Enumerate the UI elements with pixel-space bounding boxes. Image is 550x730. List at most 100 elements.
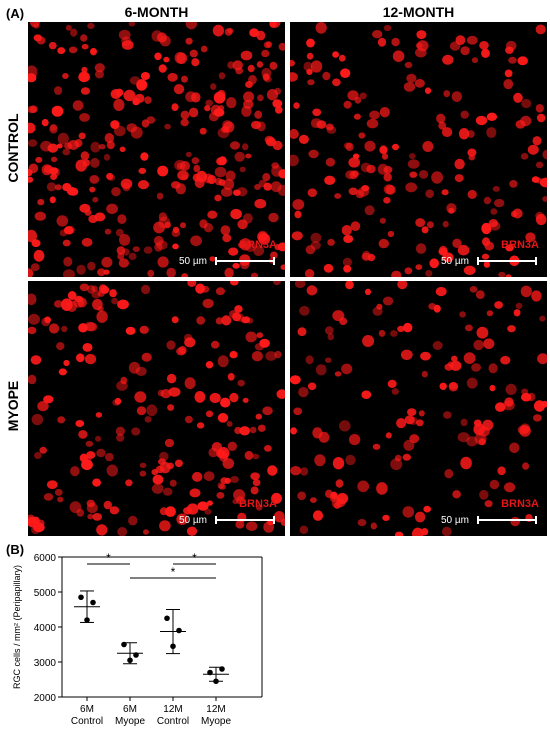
cell-nucleus [243,91,255,103]
cell-nucleus [489,384,496,392]
cell-nucleus [106,172,114,180]
cell-nucleus [211,340,220,349]
cell-nucleus [272,281,281,286]
cell-nucleus [76,264,86,275]
cell-nucleus [143,246,153,254]
significance-star: * [106,551,111,565]
cell-nucleus [481,48,490,58]
cell-nucleus [400,349,413,360]
cell-nucleus [307,188,317,197]
cell-nucleus [43,493,54,501]
cell-nucleus [276,389,285,399]
row-header-control: CONTROL [5,113,21,183]
cell-nucleus [185,151,192,158]
cell-nucleus [28,139,38,147]
cell-nucleus [500,355,511,365]
y-tick-label: 5000 [34,588,57,599]
cell-nucleus [449,41,461,51]
cell-nucleus [171,181,181,189]
cell-nucleus [28,516,38,528]
cell-nucleus [520,115,532,127]
cell-nucleus [322,71,331,81]
stain-label: BRN3A [239,239,277,251]
cell-nucleus [234,305,243,313]
cell-nucleus [254,198,267,209]
cell-nucleus [531,290,542,302]
cell-nucleus [106,203,118,214]
cell-nucleus [382,296,394,306]
cell-nucleus [244,450,254,460]
cell-nucleus [227,61,235,69]
cell-nucleus [343,235,354,243]
rgc-density-chart: 2000 3000 4000 5000 6000 RGC cells / mm² (Per… [12,551,263,727]
cell-nucleus [230,281,239,286]
cell-nucleus [421,370,428,378]
cell-nucleus [37,401,49,412]
data-point [213,678,219,685]
cell-nucleus [271,497,279,504]
cell-nucleus [391,270,402,277]
micrograph-control-12-month: BRN3A 50 µm [290,22,547,277]
cell-nucleus [165,506,176,517]
data-point [170,643,176,650]
cell-nucleus [216,157,226,166]
x-tick-label: 6M [80,704,94,715]
cell-nucleus [222,458,235,469]
cell-nucleus [312,510,324,521]
scale-bar [215,516,275,524]
cell-nucleus [134,391,147,403]
cell-nucleus [416,30,427,40]
cell-nucleus [185,37,193,45]
cell-nucleus [183,333,193,342]
cell-nucleus [141,284,151,295]
cell-nucleus [466,35,478,45]
cell-nucleus [489,221,501,231]
cell-nucleus [111,187,121,197]
cell-nucleus [49,124,58,134]
cell-nucleus [448,207,455,214]
cell-nucleus [340,68,351,78]
cell-nucleus [234,151,245,162]
cell-nucleus [298,387,309,398]
cell-nucleus [473,419,482,427]
cell-nucleus [419,170,429,179]
cell-nucleus [267,519,274,526]
cell-nucleus [426,221,434,229]
cell-nucleus [483,338,495,349]
cell-nucleus [441,189,449,196]
cell-nucleus [189,49,198,58]
row-header-myope: MYOPE [5,380,21,432]
cell-nucleus [407,408,417,416]
cell-nucleus [379,146,388,155]
cell-nucleus [246,521,258,531]
cell-nucleus [353,113,361,120]
cell-nucleus [278,169,285,179]
cell-nucleus [527,144,539,155]
cell-nucleus [418,410,425,417]
cell-nucleus [236,187,248,197]
cell-nucleus [325,357,332,363]
cell-nucleus [152,474,164,485]
cell-nucleus [262,73,270,81]
cell-nucleus [257,94,264,102]
cell-nucleus [451,355,458,362]
cell-nucleus [249,426,257,434]
cell-nucleus [144,96,152,104]
cell-nucleus [464,324,473,332]
cell-nucleus [176,513,188,525]
cell-nucleus [158,458,166,465]
cell-nucleus [63,226,74,235]
cell-nucleus [48,41,57,50]
cell-nucleus [206,500,213,506]
cell-nucleus [312,108,322,117]
cell-nucleus [28,326,37,335]
micrograph-myope-12-month: BRN3A 50 µm [290,281,547,536]
cell-nucleus [435,286,447,297]
cell-nucleus [212,24,224,37]
cell-nucleus [475,290,485,299]
cell-nucleus [348,187,358,196]
cell-nucleus [297,327,307,337]
x-tick-label: 6M [123,704,137,715]
cell-nucleus [63,256,73,267]
cell-nucleus [264,445,272,452]
